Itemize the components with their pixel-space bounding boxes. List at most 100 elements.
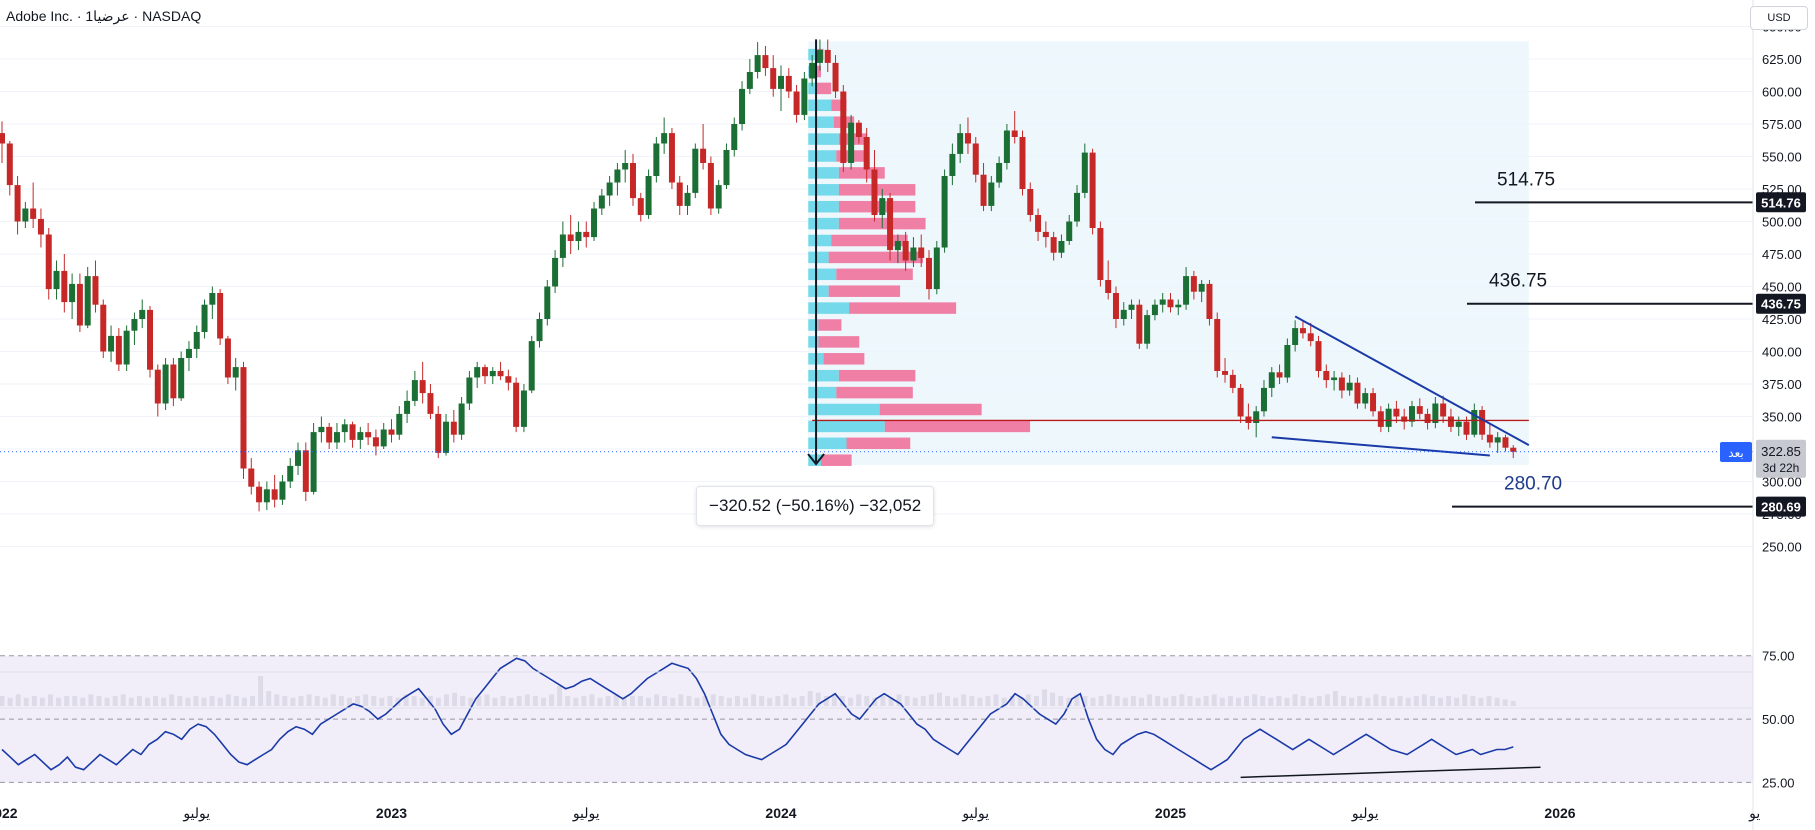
candle-body xyxy=(458,403,465,435)
candle-body xyxy=(1424,413,1431,423)
candle-body xyxy=(700,148,707,163)
candle-body xyxy=(614,169,621,183)
countdown-text: 3d 22h xyxy=(1763,461,1800,475)
candle-body xyxy=(380,429,387,447)
candle-body xyxy=(536,319,543,342)
candle-body xyxy=(474,367,481,378)
candle-body xyxy=(1097,228,1104,280)
candle-body xyxy=(1338,377,1345,391)
candle-body xyxy=(1050,237,1057,253)
candle-body xyxy=(1198,283,1205,292)
candle-body xyxy=(1331,377,1338,381)
candle-body xyxy=(918,247,925,258)
price-tick-label: 500.00 xyxy=(1762,215,1802,230)
candle-body xyxy=(1385,408,1392,427)
volume-profile-down xyxy=(828,251,924,264)
price-badge xyxy=(1756,192,1806,213)
time-tick-label: 2022 xyxy=(0,805,18,821)
measure-arrow-head xyxy=(807,453,825,466)
volume-profile-up xyxy=(808,403,880,416)
candle-body xyxy=(6,143,13,186)
candle-body xyxy=(575,231,582,241)
candle-body xyxy=(84,276,91,326)
volume-profile-up xyxy=(808,82,816,95)
measure-shaded-region xyxy=(808,41,1529,465)
level-label: 280.70 xyxy=(1504,474,1562,495)
volume-profile-up xyxy=(808,150,837,162)
volume-profile-down xyxy=(815,65,822,78)
candle-body xyxy=(1144,315,1151,344)
time-tick-label: 2024 xyxy=(765,805,796,821)
level-label: 436.75 xyxy=(1489,271,1547,292)
current-price-badge xyxy=(1756,439,1806,478)
candle-body xyxy=(1190,276,1197,292)
candle-body xyxy=(481,367,488,377)
candle-body xyxy=(622,163,629,170)
candle-body xyxy=(684,192,691,206)
currency-button[interactable]: USD xyxy=(1750,6,1808,30)
candle-body xyxy=(1089,152,1096,228)
candle-body xyxy=(1206,283,1213,319)
candle-body xyxy=(232,367,239,378)
volume-profile-down xyxy=(815,82,832,95)
candle-body xyxy=(941,176,948,248)
candle-body xyxy=(770,68,777,89)
candle-body xyxy=(583,231,590,238)
price-tick-label: 575.00 xyxy=(1762,117,1802,132)
price-tick-label: 600.00 xyxy=(1762,85,1802,100)
candlesticks xyxy=(0,39,1517,512)
candle-body xyxy=(224,338,231,378)
candle-body xyxy=(45,234,52,290)
candle-body xyxy=(69,283,76,303)
candle-body xyxy=(279,481,286,500)
candle-body xyxy=(1323,371,1330,381)
candle-body xyxy=(1019,137,1026,189)
volume-profile-up xyxy=(808,234,832,247)
candle-body xyxy=(933,247,940,290)
volume-profile-down xyxy=(823,353,865,365)
candle-body xyxy=(1354,382,1361,404)
candle-body xyxy=(1370,393,1377,412)
candle-body xyxy=(754,55,761,72)
candle-body xyxy=(629,163,636,199)
candle-body xyxy=(1229,374,1236,388)
price-tick-label: 300.00 xyxy=(1762,475,1802,490)
candle-body xyxy=(1058,241,1065,253)
candle-body xyxy=(287,465,294,482)
time-tick-label: 2023 xyxy=(376,805,407,821)
candle-body xyxy=(1486,434,1493,443)
candle-body xyxy=(1393,408,1400,417)
candle-body xyxy=(76,283,83,326)
volume-profile-down xyxy=(836,268,913,281)
candle-body xyxy=(1299,328,1306,334)
candle-body xyxy=(871,169,878,215)
volume-profile-up xyxy=(808,454,822,466)
candle-body xyxy=(497,371,504,377)
candle-body xyxy=(1105,280,1112,293)
candle-body xyxy=(1074,192,1081,222)
rsi-trendline xyxy=(1240,766,1541,779)
volume-profile-up xyxy=(808,116,834,128)
candle-body xyxy=(419,380,426,394)
candle-body xyxy=(848,122,855,163)
candle-body xyxy=(1440,403,1447,417)
candle-body xyxy=(365,432,372,438)
candle-body xyxy=(1081,152,1088,193)
price-tick-label: 375.00 xyxy=(1762,377,1802,392)
candle-body xyxy=(372,437,379,447)
candle-body xyxy=(840,91,847,163)
price-tick-label: 250.00 xyxy=(1762,540,1802,555)
candle-body xyxy=(178,358,185,399)
candle-body xyxy=(980,174,987,206)
current-price-text: 322.85 xyxy=(1761,444,1801,459)
volume-profile-down xyxy=(849,302,957,314)
candle-body xyxy=(707,163,714,209)
rsi-line xyxy=(1,657,1514,771)
volume-profile-down xyxy=(828,285,901,297)
candle-body xyxy=(910,247,917,261)
candle-body xyxy=(996,163,1003,183)
candle-body xyxy=(778,75,784,89)
candle-body xyxy=(1035,215,1042,232)
volume-profile-up xyxy=(808,336,819,348)
